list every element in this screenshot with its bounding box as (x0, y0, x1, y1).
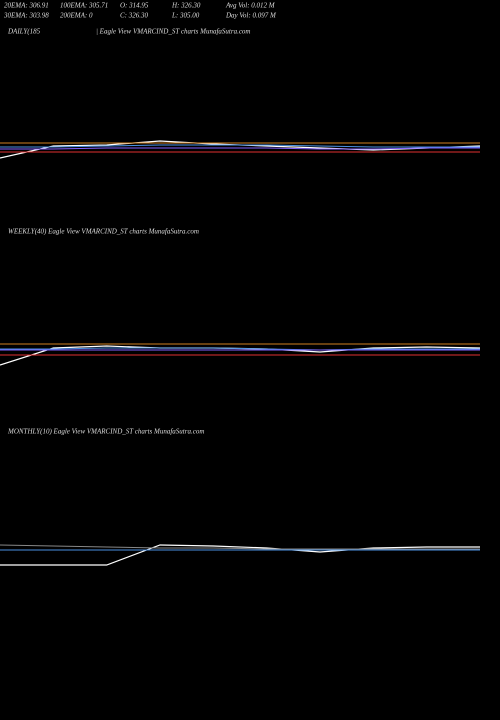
series-line (0, 544, 480, 566)
header-stat: O: 314.95 (120, 2, 149, 10)
header-stat: 20EMA: 306.91 (4, 2, 49, 10)
panel-subtitle: | Eagle View VMARCIND_ST charts MunafaSu… (96, 28, 251, 36)
series-line (0, 347, 480, 351)
header-stat: Avg Vol: 0.012 M (225, 2, 276, 10)
header-stat: H: 326.30 (171, 2, 201, 10)
panel-title: WEEKLY(40) Eagle View VMARCIND_ST charts… (8, 228, 199, 236)
header-stat: Day Vol: 0.097 M (225, 12, 277, 20)
header-stat: 30EMA: 303.98 (3, 12, 49, 20)
series-line (0, 147, 480, 150)
series-line (0, 144, 480, 148)
header-stat: C: 326.30 (120, 12, 149, 20)
panel-title: DAILY(185 (7, 28, 41, 36)
panel-title: MONTHLY(10) Eagle View VMARCIND_ST chart… (7, 428, 204, 436)
header-stat: 100EMA: 305.71 (60, 2, 108, 10)
series-line (0, 140, 481, 159)
series-line (0, 544, 480, 550)
header-stat: L: 305.00 (171, 12, 200, 20)
header-stat: 200EMA: 0 (60, 12, 93, 20)
